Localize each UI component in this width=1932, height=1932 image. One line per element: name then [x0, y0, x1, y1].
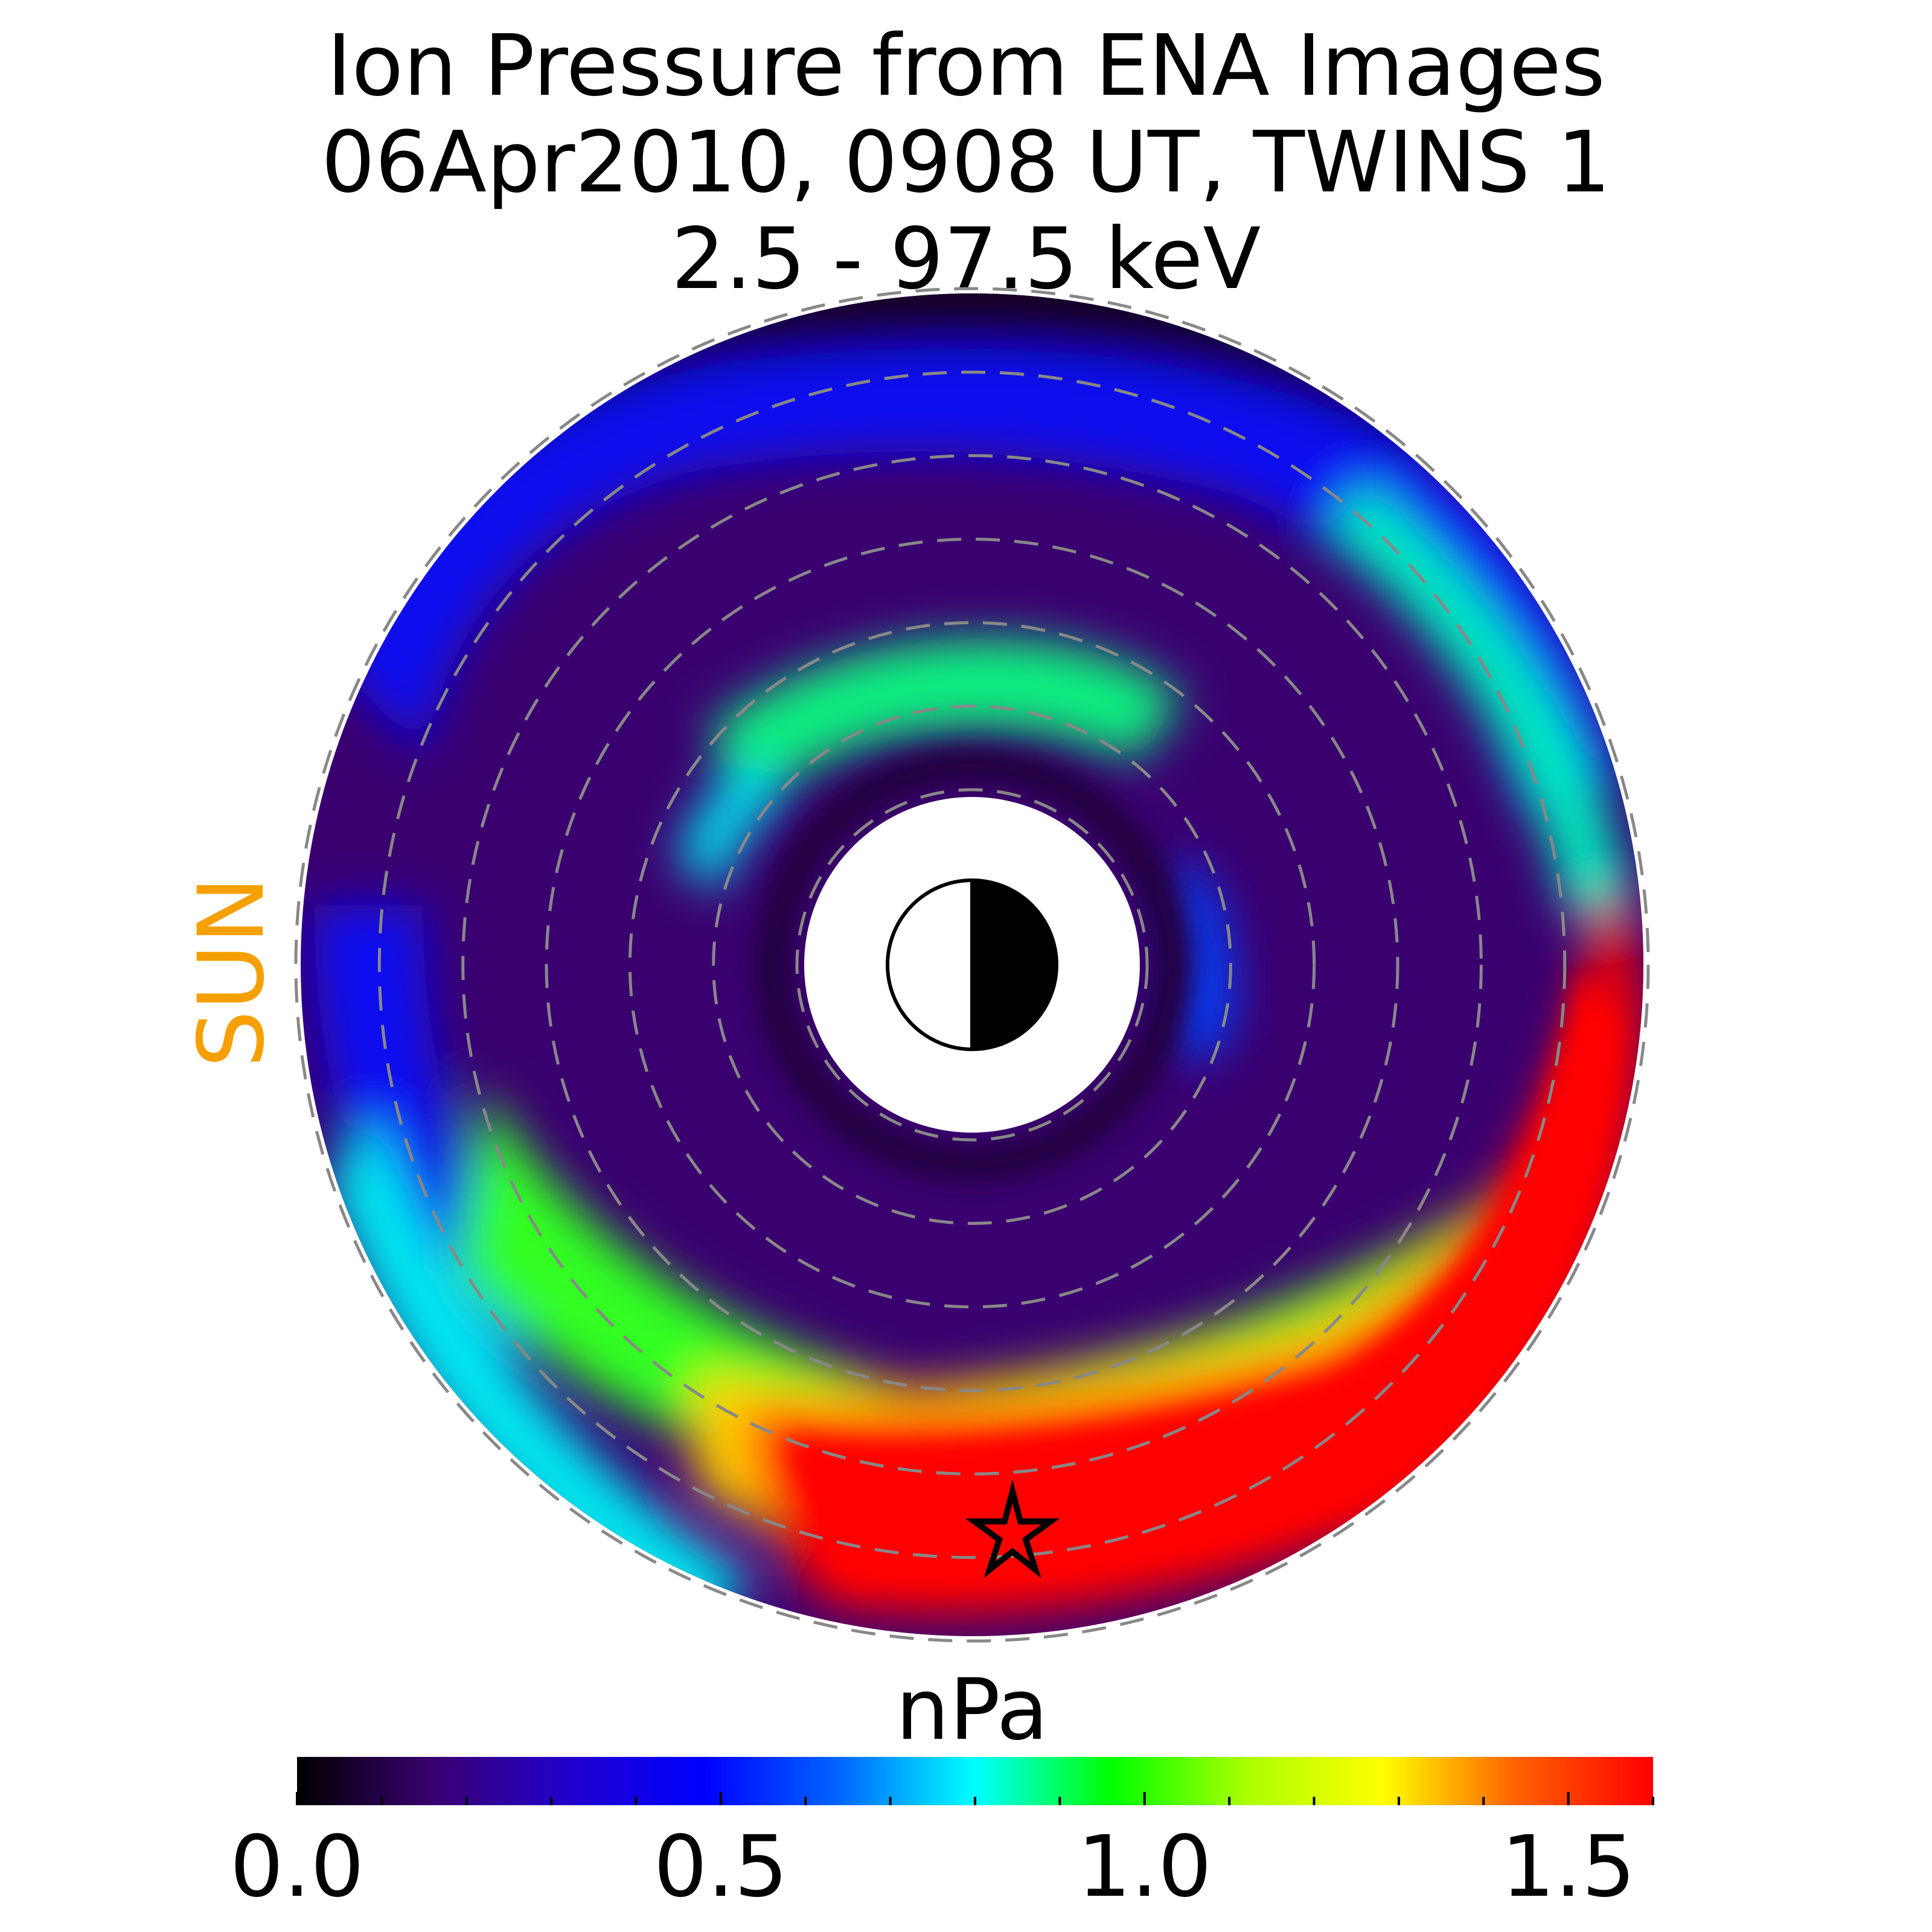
chart-title-line-1: Ion Pressure from ENA Images	[327, 17, 1605, 115]
colorbar-tick-label: 0.5	[654, 1818, 788, 1916]
reference-circles	[294, 287, 1650, 1643]
colorbar-ticks	[296, 1792, 1654, 1805]
colorbar-tick-label: 1.5	[1501, 1818, 1636, 1916]
sun-label: SUN	[179, 876, 284, 1067]
chart-title-line-3: 2.5 - 97.5 keV	[671, 210, 1261, 309]
reference-circle	[377, 370, 1567, 1559]
colorbar-tick-label: 0.0	[230, 1818, 365, 1916]
colorbar: 0.0 0.5 1.0 1.5	[230, 1757, 1654, 1916]
reference-circle	[545, 537, 1399, 1392]
reference-circle	[461, 454, 1483, 1476]
colorbar-label: nPa	[896, 1661, 1049, 1759]
reference-circle	[795, 788, 1149, 1142]
chart-title-line-2: 06Apr2010, 0908 UT, TWINS 1	[321, 114, 1611, 212]
colorbar-tick-label: 1.0	[1077, 1818, 1212, 1916]
reference-circle	[712, 705, 1232, 1225]
colorbar-tick-labels: 0.0 0.5 1.0 1.5	[230, 1818, 1636, 1916]
reference-circle	[628, 621, 1316, 1309]
reference-circle	[294, 287, 1650, 1643]
earth-icon	[886, 878, 1058, 1051]
star-marker	[965, 1479, 1060, 1579]
